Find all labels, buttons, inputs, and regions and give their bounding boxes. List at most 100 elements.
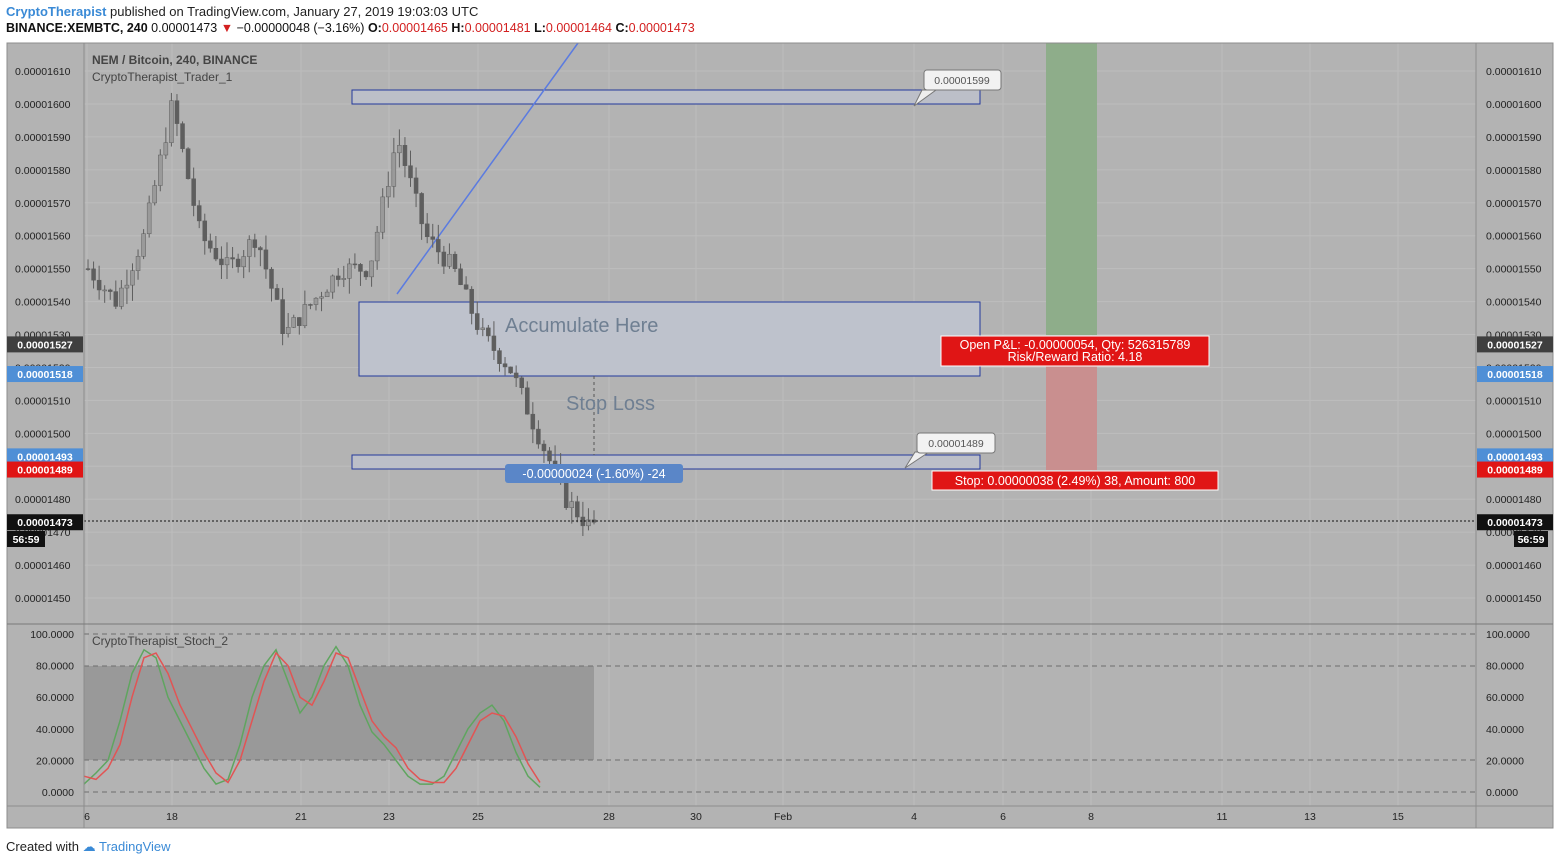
candle-body	[436, 239, 441, 253]
price-tick-left: 0.00001590	[15, 132, 71, 144]
price-badge-right	[1477, 336, 1553, 353]
price-badge-left	[7, 366, 83, 383]
price-badges: 0.00001527 0.00001527 0.00001518 0.00001518…	[7, 336, 1553, 531]
candle-body	[330, 275, 335, 293]
candle-body	[174, 100, 180, 124]
author-link[interactable]: CryptoTherapist	[6, 4, 107, 19]
candle-body	[402, 145, 408, 166]
candle-body	[124, 284, 130, 289]
time-tick: 4	[911, 811, 917, 823]
callout-top-value: 0.00001599	[934, 75, 990, 87]
candle-body	[252, 239, 258, 248]
candle-body	[163, 142, 169, 156]
symbol-info-bar: BINANCE:XEMBTC, 240 0.00001473 ▼ −0.0000…	[6, 21, 695, 35]
price-badge-text: 0.00001493	[1487, 451, 1543, 463]
candle-body	[180, 123, 185, 149]
pnl-box[interactable]	[940, 335, 1210, 367]
price-badge-text: 0.00001473	[1487, 517, 1543, 529]
stoch-tick-right: 100.0000	[1486, 629, 1530, 641]
candle-body	[319, 296, 324, 299]
time-tick: 28	[603, 811, 615, 823]
price-badge-text: 0.00001527	[1487, 339, 1543, 351]
candle-body	[352, 263, 358, 266]
candle-body	[280, 299, 285, 334]
candle-body	[285, 327, 291, 334]
pane-title: NEM / Bitcoin, 240, BINANCE	[92, 53, 257, 67]
candle-body	[135, 256, 141, 271]
candle-body	[297, 317, 302, 327]
grid-lines	[84, 43, 1476, 806]
price-tick-left: 0.00001500	[15, 428, 71, 440]
candle-body	[341, 278, 347, 280]
accumulate-zone	[358, 301, 981, 377]
stoch-tick-right: 80.0000	[1486, 661, 1524, 673]
footer: Created with ☁ TradingView	[6, 839, 171, 855]
stoch-indicator-name[interactable]: CryptoTherapist_Stoch_2	[92, 634, 228, 648]
stop-text: Stop: 0.00000038 (2.49%) 38, Amount: 800	[955, 474, 1196, 488]
price-tick-right: 0.00001610	[1486, 66, 1542, 78]
open-value: 0.00001465	[381, 21, 448, 35]
stoch-tick-right: 20.0000	[1486, 755, 1524, 767]
low-value: 0.00001464	[545, 21, 612, 35]
tradingview-cloud-icon: ☁	[82, 839, 96, 854]
candle-body	[208, 240, 213, 249]
candle-body	[452, 253, 458, 269]
price-change: −0.00000048 (−3.16%)	[236, 21, 365, 35]
stoch-tick-left: 40.0000	[36, 724, 74, 736]
stoch-lines	[83, 645, 541, 788]
candle-body	[347, 263, 352, 279]
callout-box[interactable]	[916, 432, 996, 454]
price-tick-right: 0.00001480	[1486, 494, 1542, 506]
stoch-axis[interactable]: 0.0000 0.0000 20.0000 20.0000 40.0000 40.0000…	[30, 629, 1530, 799]
candle-body	[469, 288, 474, 314]
tradingview-link[interactable]: TradingView	[99, 839, 171, 854]
candle-body	[369, 260, 374, 278]
candle-body	[458, 268, 463, 285]
candle-body	[441, 251, 447, 267]
time-tick: 21	[295, 811, 307, 823]
candle-body	[463, 284, 469, 290]
stoch-tick-left: 80.0000	[36, 661, 74, 673]
candle-body	[291, 317, 296, 328]
high-value: 0.00001481	[464, 21, 531, 35]
time-tick: 13	[1304, 811, 1316, 823]
price-badge-text: 0.00001489	[1487, 465, 1543, 477]
candle-body	[141, 233, 146, 257]
resistance-zone	[351, 89, 981, 105]
candle-body	[447, 253, 452, 267]
stoch-tick-right: 0.0000	[1486, 787, 1518, 799]
price-badge-left	[7, 514, 83, 531]
indicator-name[interactable]: CryptoTherapist_Trader_1	[92, 70, 233, 84]
close-value: 0.00001473	[628, 21, 695, 35]
candles	[85, 92, 597, 537]
price-tick-left: 0.00001480	[15, 494, 71, 506]
price-tick-right: 0.00001550	[1486, 264, 1542, 276]
candle-body	[230, 257, 235, 260]
time-tick: 6	[1000, 811, 1006, 823]
price-tick-right: 0.00001580	[1486, 165, 1542, 177]
trend-line[interactable]	[396, 42, 579, 295]
candle-body	[213, 247, 219, 260]
stoch-tick-left: 60.0000	[36, 692, 74, 704]
stoch-series-2	[83, 651, 541, 784]
candle-body	[358, 264, 363, 272]
measure-box[interactable]	[505, 464, 683, 483]
price-tick-left: 0.00001550	[15, 264, 71, 276]
time-axis[interactable]: 6 18 21 23 25 28 30 Feb 4 6 8 11 13 15	[84, 811, 1404, 823]
price-tick-right: 0.00001600	[1486, 99, 1542, 111]
close-label: C:	[615, 21, 629, 35]
candle-body	[586, 519, 591, 527]
price-tick-left: 0.00001540	[15, 297, 71, 309]
stoch-tick-left: 20.0000	[36, 755, 74, 767]
candle-body	[274, 288, 280, 300]
callout-box[interactable]	[923, 69, 1002, 91]
stop-box[interactable]	[931, 470, 1219, 491]
candle-body	[96, 279, 102, 291]
countdown-left: 56:59	[13, 534, 40, 546]
callout-bottom-value: 0.00001489	[928, 438, 984, 450]
candle-body	[235, 258, 241, 268]
time-tick: 8	[1088, 811, 1094, 823]
price-tick-left: 0.00001460	[15, 560, 71, 572]
price-tick-left: 0.00001610	[15, 66, 71, 78]
